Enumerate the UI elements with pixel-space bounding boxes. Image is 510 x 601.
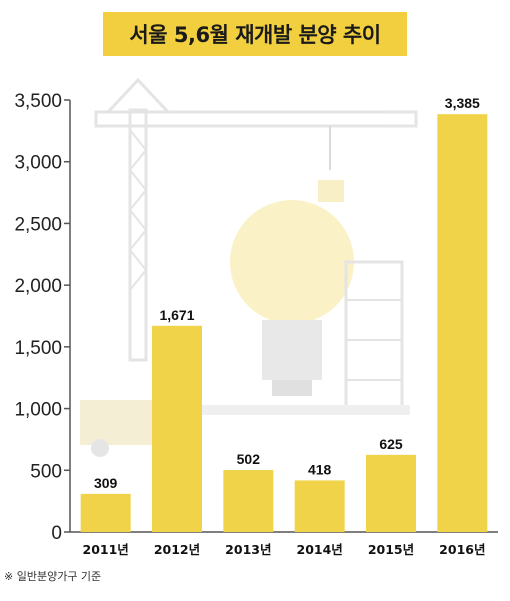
- bar-group: [80, 114, 488, 533]
- x-tick-label: 2016년: [439, 542, 485, 557]
- x-tick-group: 2011년 2012년 2013년 2014년 2015년 2016년: [83, 542, 486, 557]
- data-label-group: 309 1,671 502 418 625 3,385: [94, 95, 480, 491]
- y-tick-label: 500: [30, 461, 62, 482]
- y-tick-label: 2,000: [14, 276, 62, 297]
- chart-title: 서울 5,6월 재개발 분양 추이: [103, 12, 407, 56]
- y-tick-label: 1,000: [14, 400, 62, 421]
- y-tick-label: 0: [51, 523, 62, 544]
- data-label: 418: [308, 461, 332, 477]
- x-tick-label: 2014년: [297, 542, 343, 557]
- footnote: ※ 일반분양가구 기준: [4, 570, 102, 583]
- y-tick-label: 2,500: [14, 214, 62, 235]
- x-tick-label: 2012년: [154, 542, 200, 557]
- data-label: 625: [379, 436, 403, 452]
- y-tick-label: 1,500: [14, 338, 62, 359]
- x-tick-label: 2013년: [225, 542, 271, 557]
- y-tick-label: 3,000: [14, 153, 62, 174]
- x-tick-label: 2011년: [83, 542, 129, 557]
- data-label: 1,671: [159, 307, 194, 323]
- data-label: 3,385: [445, 95, 480, 111]
- bar-2011년: [80, 493, 131, 532]
- construction-illustration: [80, 77, 418, 457]
- x-tick-label: 2015년: [368, 542, 414, 557]
- bar-2013년: [223, 470, 274, 532]
- y-tick-label: 3,500: [14, 91, 62, 112]
- data-label: 502: [237, 451, 261, 467]
- y-tick-group: 0 500 1,000 1,500 2,000 2,500 3,000 3,500: [14, 91, 70, 544]
- bar-2014년: [294, 480, 345, 532]
- chart-title-text: 서울 5,6월 재개발 분양 추이: [129, 23, 381, 47]
- bar-2015년: [366, 454, 416, 532]
- data-label: 309: [94, 475, 118, 491]
- bar-2012년: [152, 325, 202, 532]
- bar-2016년: [437, 114, 488, 533]
